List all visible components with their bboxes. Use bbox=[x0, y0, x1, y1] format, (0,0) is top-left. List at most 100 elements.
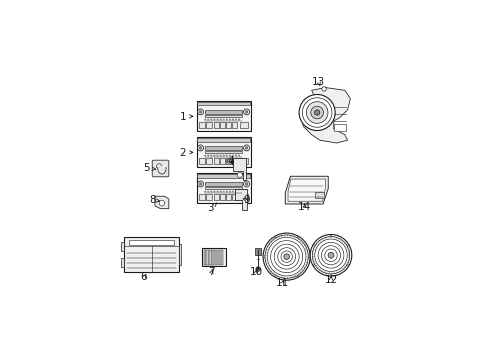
Circle shape bbox=[274, 244, 299, 269]
Bar bbox=[197, 102, 249, 105]
Circle shape bbox=[213, 119, 215, 120]
Circle shape bbox=[229, 191, 230, 192]
Polygon shape bbox=[285, 176, 327, 204]
Circle shape bbox=[207, 191, 208, 192]
Circle shape bbox=[232, 155, 233, 156]
Text: 14: 14 bbox=[297, 202, 311, 212]
Bar bbox=[205, 194, 211, 200]
Circle shape bbox=[274, 237, 276, 238]
Circle shape bbox=[274, 275, 276, 277]
Bar bbox=[198, 194, 204, 200]
Polygon shape bbox=[300, 87, 350, 143]
Bar bbox=[218, 250, 220, 265]
Circle shape bbox=[235, 155, 236, 156]
Circle shape bbox=[226, 159, 231, 163]
Circle shape bbox=[238, 119, 239, 120]
Circle shape bbox=[232, 191, 233, 192]
Bar bbox=[204, 182, 242, 186]
Circle shape bbox=[213, 155, 215, 156]
Circle shape bbox=[204, 155, 205, 156]
Circle shape bbox=[263, 256, 264, 257]
Circle shape bbox=[255, 267, 260, 271]
Bar bbox=[178, 244, 181, 265]
Circle shape bbox=[313, 245, 314, 246]
Circle shape bbox=[223, 155, 224, 156]
Circle shape bbox=[220, 191, 221, 192]
Text: 3: 3 bbox=[207, 203, 216, 213]
Circle shape bbox=[243, 181, 249, 187]
Circle shape bbox=[270, 240, 302, 273]
Bar bbox=[215, 250, 217, 265]
Bar bbox=[121, 242, 124, 251]
Bar bbox=[209, 250, 211, 265]
Bar bbox=[198, 122, 204, 128]
Bar bbox=[221, 250, 223, 265]
Bar bbox=[202, 248, 225, 266]
Circle shape bbox=[297, 237, 298, 238]
Bar bbox=[124, 237, 178, 272]
Circle shape bbox=[225, 191, 227, 192]
Circle shape bbox=[244, 111, 247, 113]
Circle shape bbox=[309, 234, 351, 276]
Bar bbox=[205, 122, 211, 128]
Circle shape bbox=[238, 191, 239, 192]
Text: 2: 2 bbox=[179, 148, 192, 158]
Bar bbox=[232, 194, 236, 200]
Circle shape bbox=[229, 155, 230, 156]
Circle shape bbox=[283, 254, 289, 260]
Circle shape bbox=[302, 98, 331, 127]
Bar bbox=[315, 192, 323, 198]
Circle shape bbox=[235, 191, 236, 192]
Circle shape bbox=[207, 119, 208, 120]
Circle shape bbox=[225, 119, 227, 120]
Text: 4: 4 bbox=[227, 156, 234, 166]
Polygon shape bbox=[233, 158, 246, 180]
Text: 1: 1 bbox=[179, 112, 192, 122]
Text: 5: 5 bbox=[143, 163, 155, 173]
Bar bbox=[196, 102, 250, 131]
Text: 7: 7 bbox=[208, 267, 215, 277]
Circle shape bbox=[232, 119, 233, 120]
FancyBboxPatch shape bbox=[152, 160, 168, 177]
Circle shape bbox=[327, 252, 333, 258]
Circle shape bbox=[321, 87, 325, 91]
Bar bbox=[204, 114, 242, 117]
Bar bbox=[198, 158, 204, 164]
Circle shape bbox=[244, 183, 247, 185]
Polygon shape bbox=[287, 179, 325, 201]
Circle shape bbox=[244, 147, 247, 149]
Circle shape bbox=[225, 155, 227, 156]
Circle shape bbox=[238, 155, 239, 156]
Circle shape bbox=[210, 119, 212, 120]
Bar bbox=[220, 122, 224, 128]
Circle shape bbox=[199, 147, 202, 149]
Circle shape bbox=[243, 109, 249, 115]
Circle shape bbox=[310, 106, 323, 119]
Bar bbox=[220, 194, 224, 200]
Circle shape bbox=[210, 191, 212, 192]
Circle shape bbox=[199, 111, 202, 113]
Circle shape bbox=[305, 102, 327, 123]
Circle shape bbox=[204, 191, 205, 192]
Circle shape bbox=[197, 145, 203, 151]
Circle shape bbox=[314, 239, 346, 271]
Bar bbox=[226, 194, 230, 200]
Circle shape bbox=[159, 201, 164, 206]
Circle shape bbox=[330, 235, 331, 236]
Text: 9: 9 bbox=[243, 195, 249, 205]
Circle shape bbox=[277, 248, 295, 266]
Circle shape bbox=[220, 155, 221, 156]
Circle shape bbox=[243, 145, 249, 151]
Circle shape bbox=[308, 256, 309, 257]
Circle shape bbox=[229, 119, 230, 120]
Bar bbox=[204, 109, 242, 114]
Bar bbox=[220, 158, 224, 164]
Bar bbox=[239, 194, 248, 200]
Circle shape bbox=[324, 249, 337, 261]
Text: 8: 8 bbox=[148, 195, 159, 205]
Circle shape bbox=[330, 274, 331, 276]
Bar bbox=[204, 145, 242, 150]
Bar bbox=[204, 186, 242, 189]
Bar bbox=[214, 158, 219, 164]
Circle shape bbox=[216, 191, 218, 192]
